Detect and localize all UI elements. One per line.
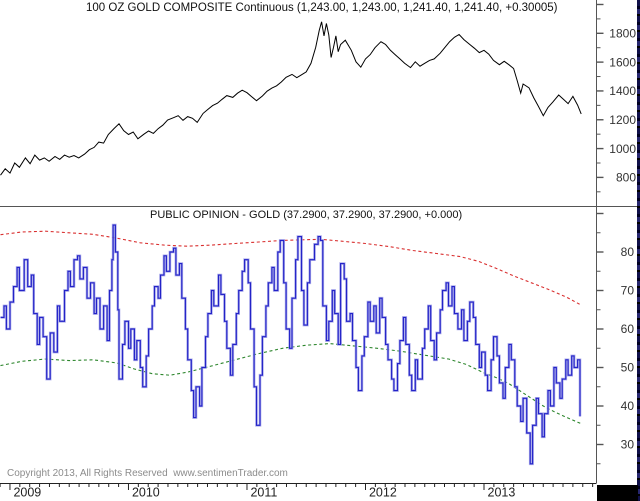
opinion-panel-title: PUBLIC OPINION - GOLD (37.2900, 37.2900,… — [150, 209, 463, 221]
copyright-text: Copyright 2013, All Rights Reserved www.… — [7, 468, 288, 479]
opinion-line — [0, 224, 581, 465]
upper-band-line — [0, 230, 582, 306]
price-y-tick-label: 1000 — [609, 142, 636, 156]
opinion-y-tick-label: 80 — [621, 245, 635, 259]
x-year-label: 2013 — [488, 486, 516, 500]
price-panel-title: 100 OZ GOLD COMPOSITE Continuous (1,243.… — [86, 2, 558, 14]
lower-band-line — [0, 343, 582, 425]
opinion-y-tick-label: 60 — [621, 322, 635, 336]
price-y-tick-label: 1200 — [609, 113, 636, 127]
x-year-label: 2010 — [132, 486, 160, 500]
gold-price-line — [0, 21, 582, 176]
price-y-tick-label: 1600 — [609, 55, 636, 69]
price-y-tick-label: 1400 — [609, 84, 636, 98]
opinion-y-tick-label: 50 — [621, 361, 635, 375]
bottom-right-black-box — [597, 485, 638, 501]
opinion-y-tick-label: 40 — [621, 399, 635, 413]
price-y-tick-label: 800 — [616, 171, 636, 185]
x-year-label: 2012 — [369, 486, 397, 500]
price-y-tick-label: 1800 — [609, 27, 636, 41]
opinion-y-tick-label: 30 — [621, 438, 635, 452]
right-edge-artifact — [637, 0, 640, 501]
x-year-label: 2011 — [250, 486, 277, 500]
x-year-label: 2009 — [13, 486, 41, 500]
opinion-y-tick-label: 70 — [621, 284, 635, 298]
